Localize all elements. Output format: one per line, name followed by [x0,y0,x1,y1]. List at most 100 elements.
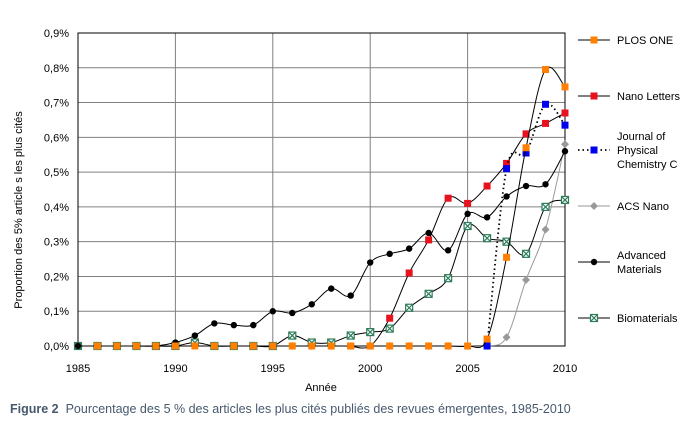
figure-label: Figure 2 [10,402,59,416]
data-point [210,342,218,350]
data-point [346,331,355,340]
data-point [522,144,530,152]
figure-caption: Figure 2 Pourcentage des 5 % des article… [10,402,571,416]
data-point [444,247,452,254]
data-point [502,237,511,246]
x-axis-title: Année [305,382,337,394]
data-point [405,342,413,350]
data-point [560,195,570,205]
legend-label: Advanced Materials [617,250,666,276]
y-tick-label: 0,8% [44,63,69,75]
data-point [503,253,511,261]
data-point [308,342,316,350]
data-point [542,100,550,108]
data-point [502,333,511,342]
data-point [483,335,491,343]
data-point [503,193,510,200]
data-point [328,285,335,292]
data-point [385,324,394,333]
figure-caption-text: Pourcentage des 5 % des articles les plu… [65,402,571,416]
series-group [73,66,570,351]
legend-marker [590,258,598,266]
data-point [386,250,393,258]
y-tick-label: 0,6% [44,132,69,144]
legend-item: ACS Nano [578,201,669,213]
data-point [74,342,82,350]
data-point [327,342,335,350]
data-point [483,214,491,221]
legend-label: PLOS ONE [617,35,673,47]
y-tick-label: 0,3% [44,237,69,249]
axis-ticks: 0,0% 0,1% 0,2% 0,3% 0,4% 0,5% 0,6% 0,7% 0,8% 0,9%… [44,28,577,375]
data-point [464,199,472,207]
data-point [541,202,550,211]
legend-item: PLOS ONE [578,35,673,47]
data-point [405,269,413,277]
data-point [425,229,432,237]
data-point [366,342,374,350]
data-point [464,342,472,350]
data-point [561,109,569,117]
data-point [483,182,491,190]
data-point [347,342,355,350]
data-point [230,342,238,350]
x-tick-label: 2010 [553,363,577,375]
data-point [269,308,276,315]
series-line [486,102,566,347]
y-axis-title: Proportion des 5% article s les plus cit… [13,111,25,309]
data-point [503,159,511,167]
data-point [191,332,199,339]
data-point [405,303,414,312]
x-tick-label: 2000 [358,363,382,375]
series-plos-one [93,66,569,350]
x-tick-label: 1995 [261,363,285,375]
data-point [367,259,374,266]
data-point [113,342,121,350]
plot-area-border [77,32,566,347]
legend-marker [590,202,598,210]
data-point [542,181,549,188]
data-point [444,274,453,283]
y-tick-label: 0,5% [44,167,69,179]
data-point [541,225,550,234]
data-point [288,331,297,340]
data-point [521,249,531,258]
y-tick-label: 0,9% [44,28,69,40]
data-point [483,342,491,350]
data-point [444,194,452,202]
data-point [561,121,569,129]
data-point [561,140,569,149]
data-point [250,321,257,329]
legend: PLOS ONE Nano Letters Journal of Physical Ch… [578,35,680,325]
legend-item: Biomaterials [578,313,678,325]
data-point [405,245,413,252]
legend-marker [589,313,599,323]
data-point [211,320,218,327]
data-point [561,83,569,91]
data-point [463,221,472,231]
line-chart: 0,0% 0,1% 0,2% 0,3% 0,4% 0,5% 0,6% 0,7% 0,8% 0,9%… [13,28,680,394]
data-point [269,342,277,350]
x-tick-label: 1990 [163,363,187,375]
data-point [522,275,531,284]
x-tick-label: 1985 [66,363,90,375]
data-point [152,342,160,350]
data-point [132,342,140,350]
data-point [542,119,550,127]
data-point [289,309,296,317]
y-tick-label: 0,2% [44,271,69,283]
data-point [503,165,511,173]
data-point [347,292,354,299]
y-tick-label: 0,0% [44,341,69,353]
data-point [288,342,296,350]
legend-label: Journal of Physical Chemistry C [617,131,678,171]
data-point [93,342,101,350]
data-point [425,236,433,244]
data-point [249,342,257,350]
data-point [230,321,238,329]
legend-label: Biomaterials [617,313,678,325]
data-point [464,210,471,218]
data-point [522,130,530,138]
data-point [424,289,433,298]
series-line [292,144,566,348]
